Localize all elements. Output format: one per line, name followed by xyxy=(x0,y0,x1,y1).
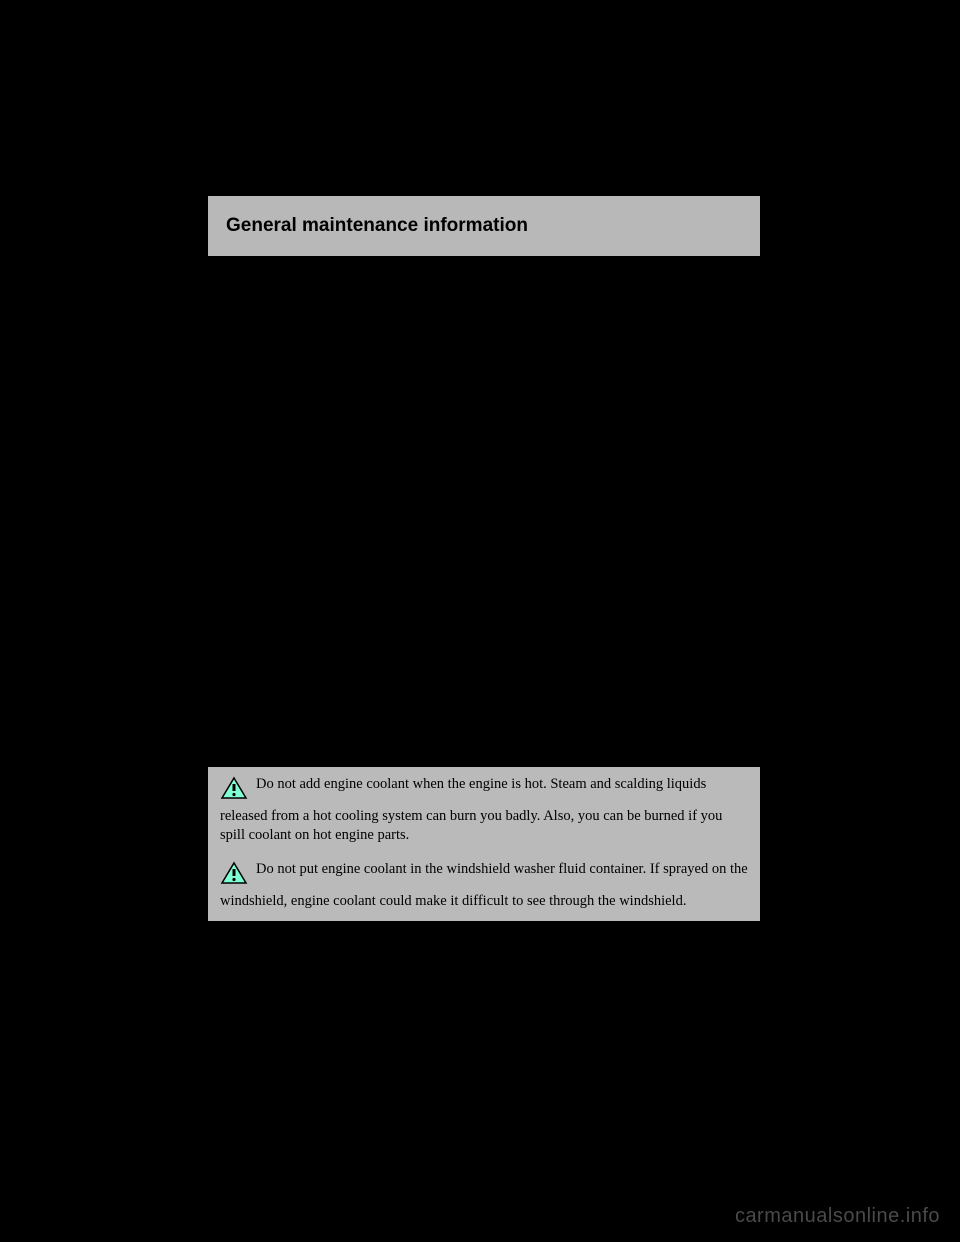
warning-box: Do not put engine coolant in the windshi… xyxy=(208,852,760,921)
section-title: General maintenance information xyxy=(226,215,528,237)
section-header: General maintenance information xyxy=(208,196,760,256)
warning-triangle-icon xyxy=(220,776,248,807)
warning-content: Do not add engine coolant when the engin… xyxy=(220,775,748,846)
warning-content: Do not put engine coolant in the windshi… xyxy=(220,860,748,911)
warning-box: Do not add engine coolant when the engin… xyxy=(208,767,760,856)
warning-text: Do not put engine coolant in the windshi… xyxy=(220,861,748,909)
warning-triangle-icon xyxy=(220,861,248,892)
warning-text: Do not add engine coolant when the engin… xyxy=(220,776,722,843)
watermark-text: carmanualsonline.info xyxy=(735,1205,940,1228)
